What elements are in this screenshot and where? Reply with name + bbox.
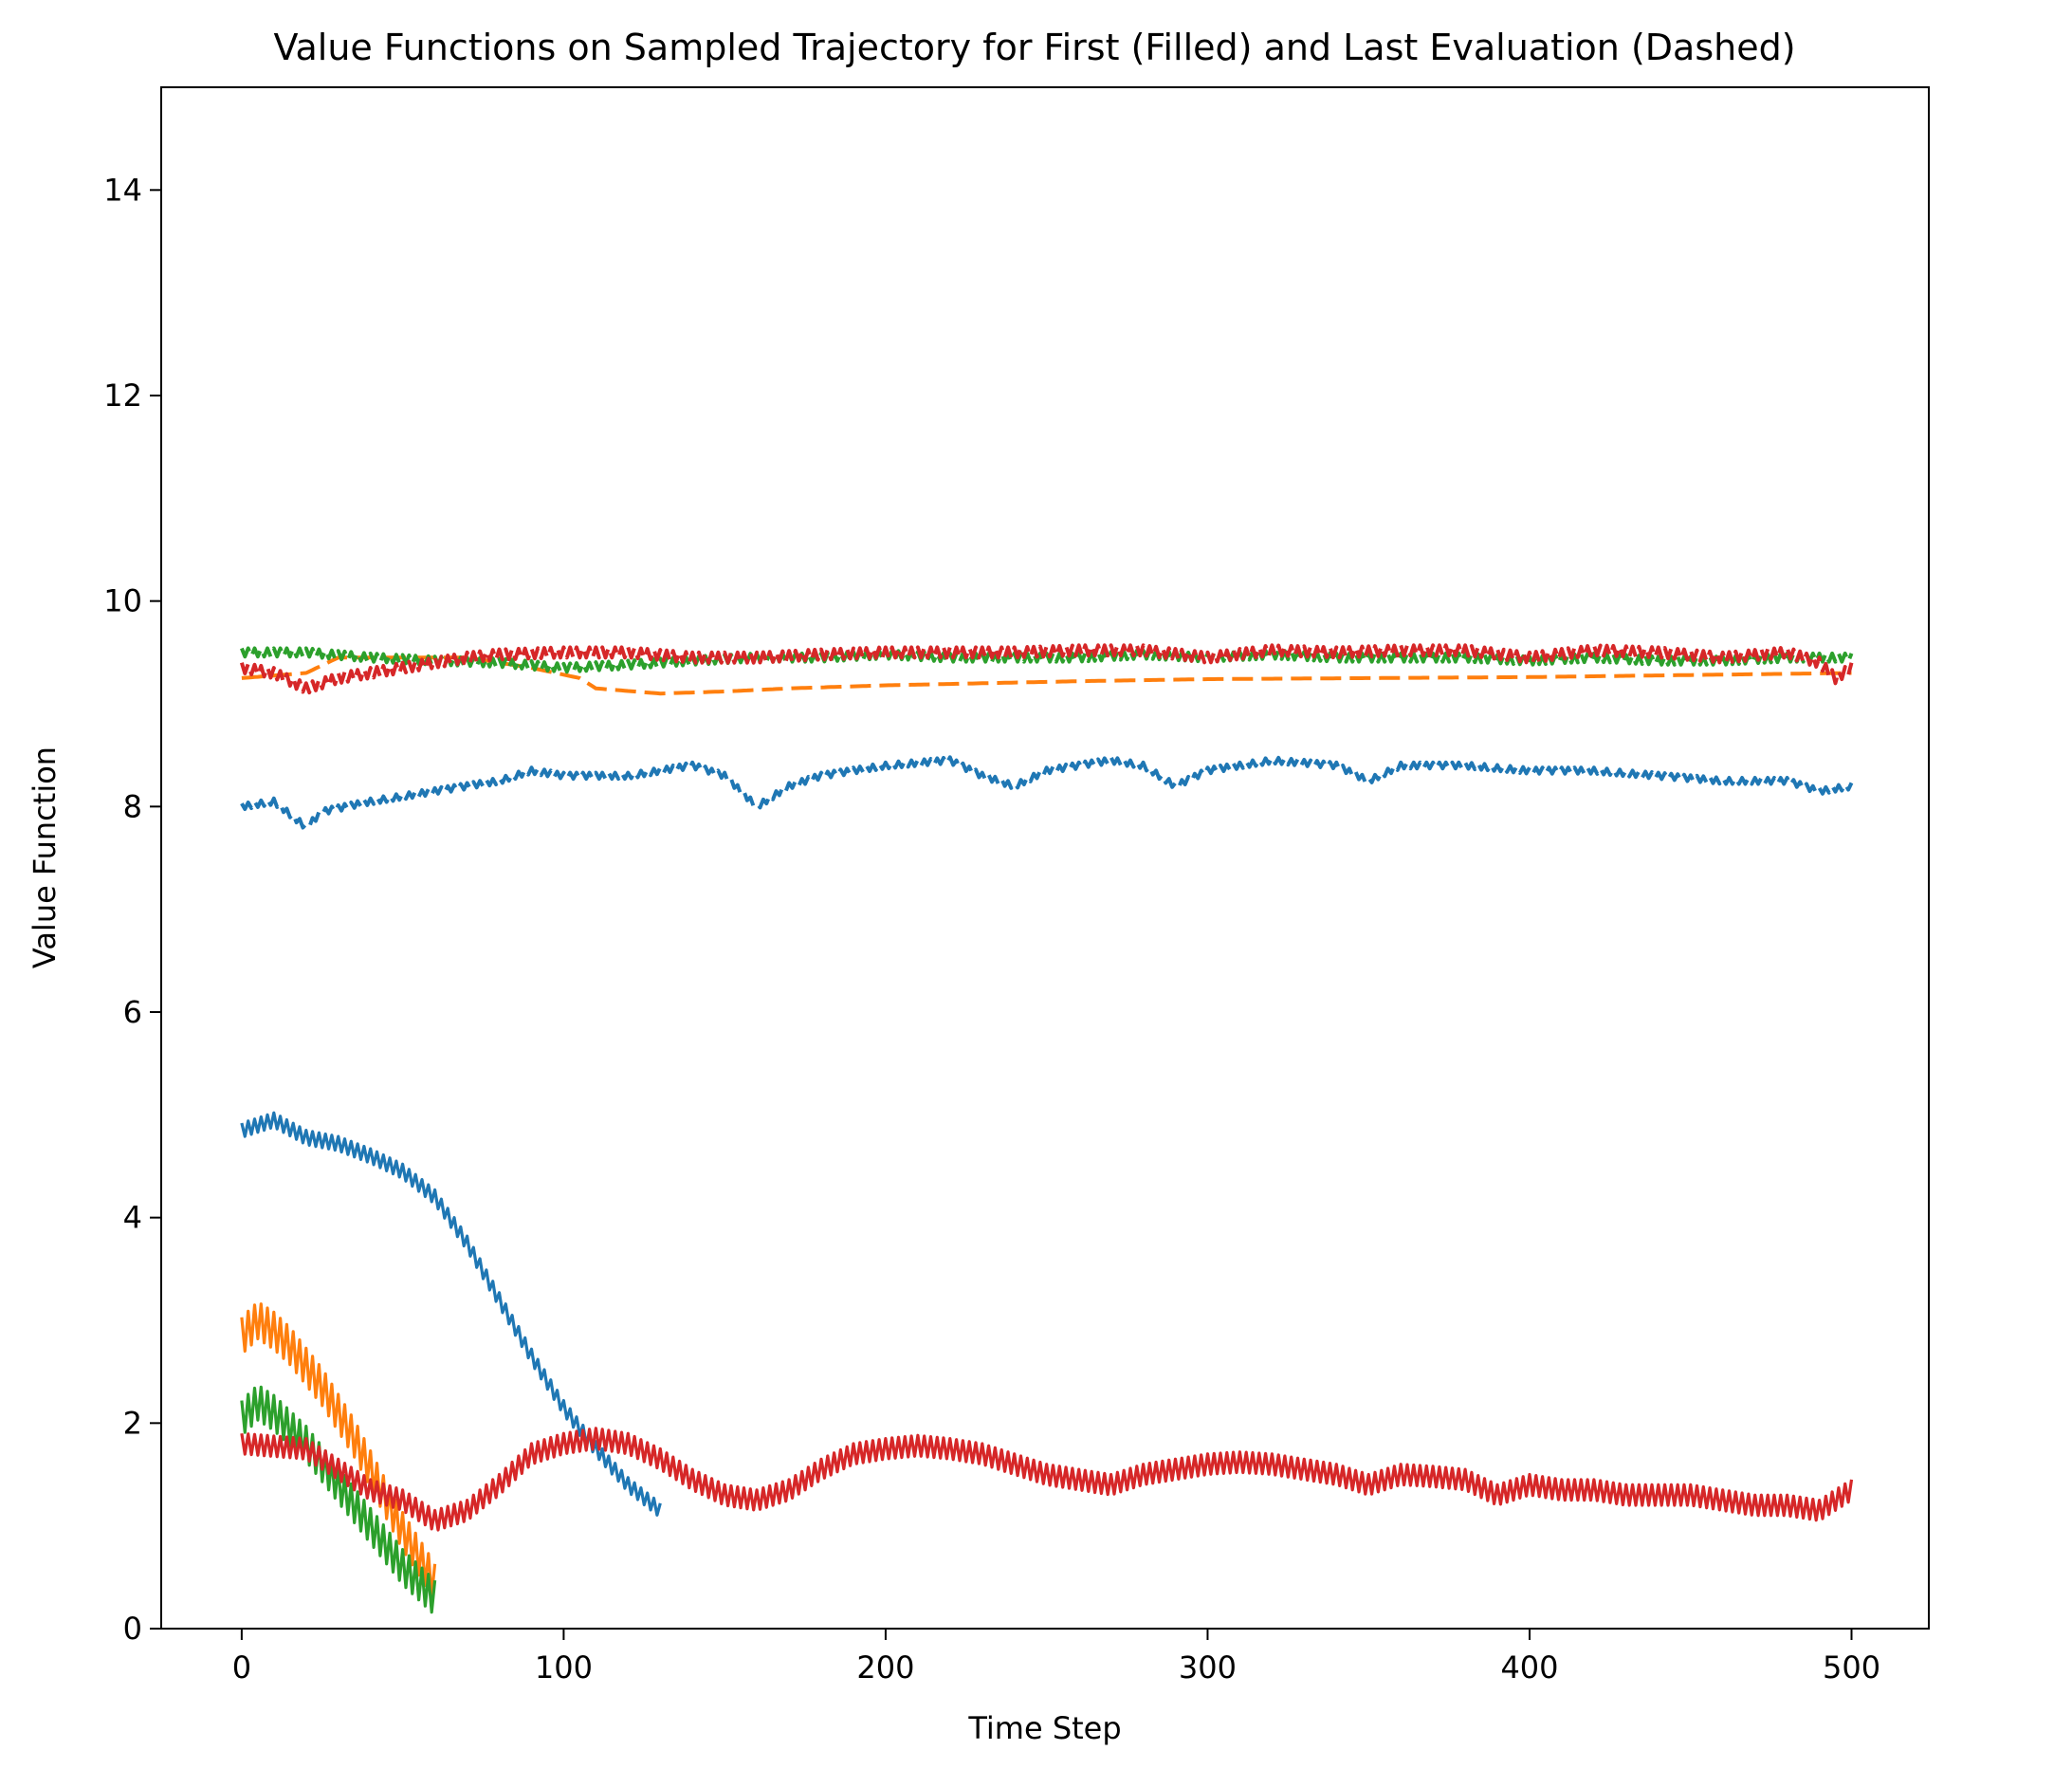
x-tick-label: 0 (232, 1649, 251, 1686)
chart-title: Value Functions on Sampled Trajectory fo… (273, 27, 1795, 68)
series-layer (239, 643, 1854, 1614)
x-tick-label: 300 (1179, 1649, 1237, 1686)
series-line-red-dashed (239, 643, 1854, 695)
y-tick-label: 0 (123, 1611, 142, 1647)
y-axis-label: Value Function (27, 746, 63, 968)
y-tick-label: 2 (123, 1405, 142, 1441)
y-tick-label: 8 (123, 788, 142, 824)
x-axis: 0 100 200 300 400 500 (232, 1629, 1880, 1686)
y-axis: 0 2 4 6 8 10 12 14 (103, 172, 161, 1647)
x-tick-label: 400 (1500, 1649, 1558, 1686)
x-tick-label: 200 (856, 1649, 914, 1686)
plot-area (160, 86, 1930, 1630)
y-tick-label: 12 (103, 378, 142, 414)
y-tick-label: 4 (123, 1200, 142, 1236)
x-tick-label: 500 (1823, 1649, 1880, 1686)
y-tick-label: 10 (103, 583, 142, 619)
x-tick-label: 100 (535, 1649, 593, 1686)
axes-frame (160, 86, 1930, 1630)
x-axis-label: Time Step (967, 1710, 1121, 1746)
y-tick-label: 14 (103, 172, 142, 208)
series-line-red-solid (240, 1427, 1854, 1532)
series-line-blue-dashed (240, 755, 1854, 830)
y-tick-label: 6 (123, 994, 142, 1030)
series-line-orange-solid (240, 1302, 437, 1597)
series-line-green-dashed (240, 646, 1854, 674)
